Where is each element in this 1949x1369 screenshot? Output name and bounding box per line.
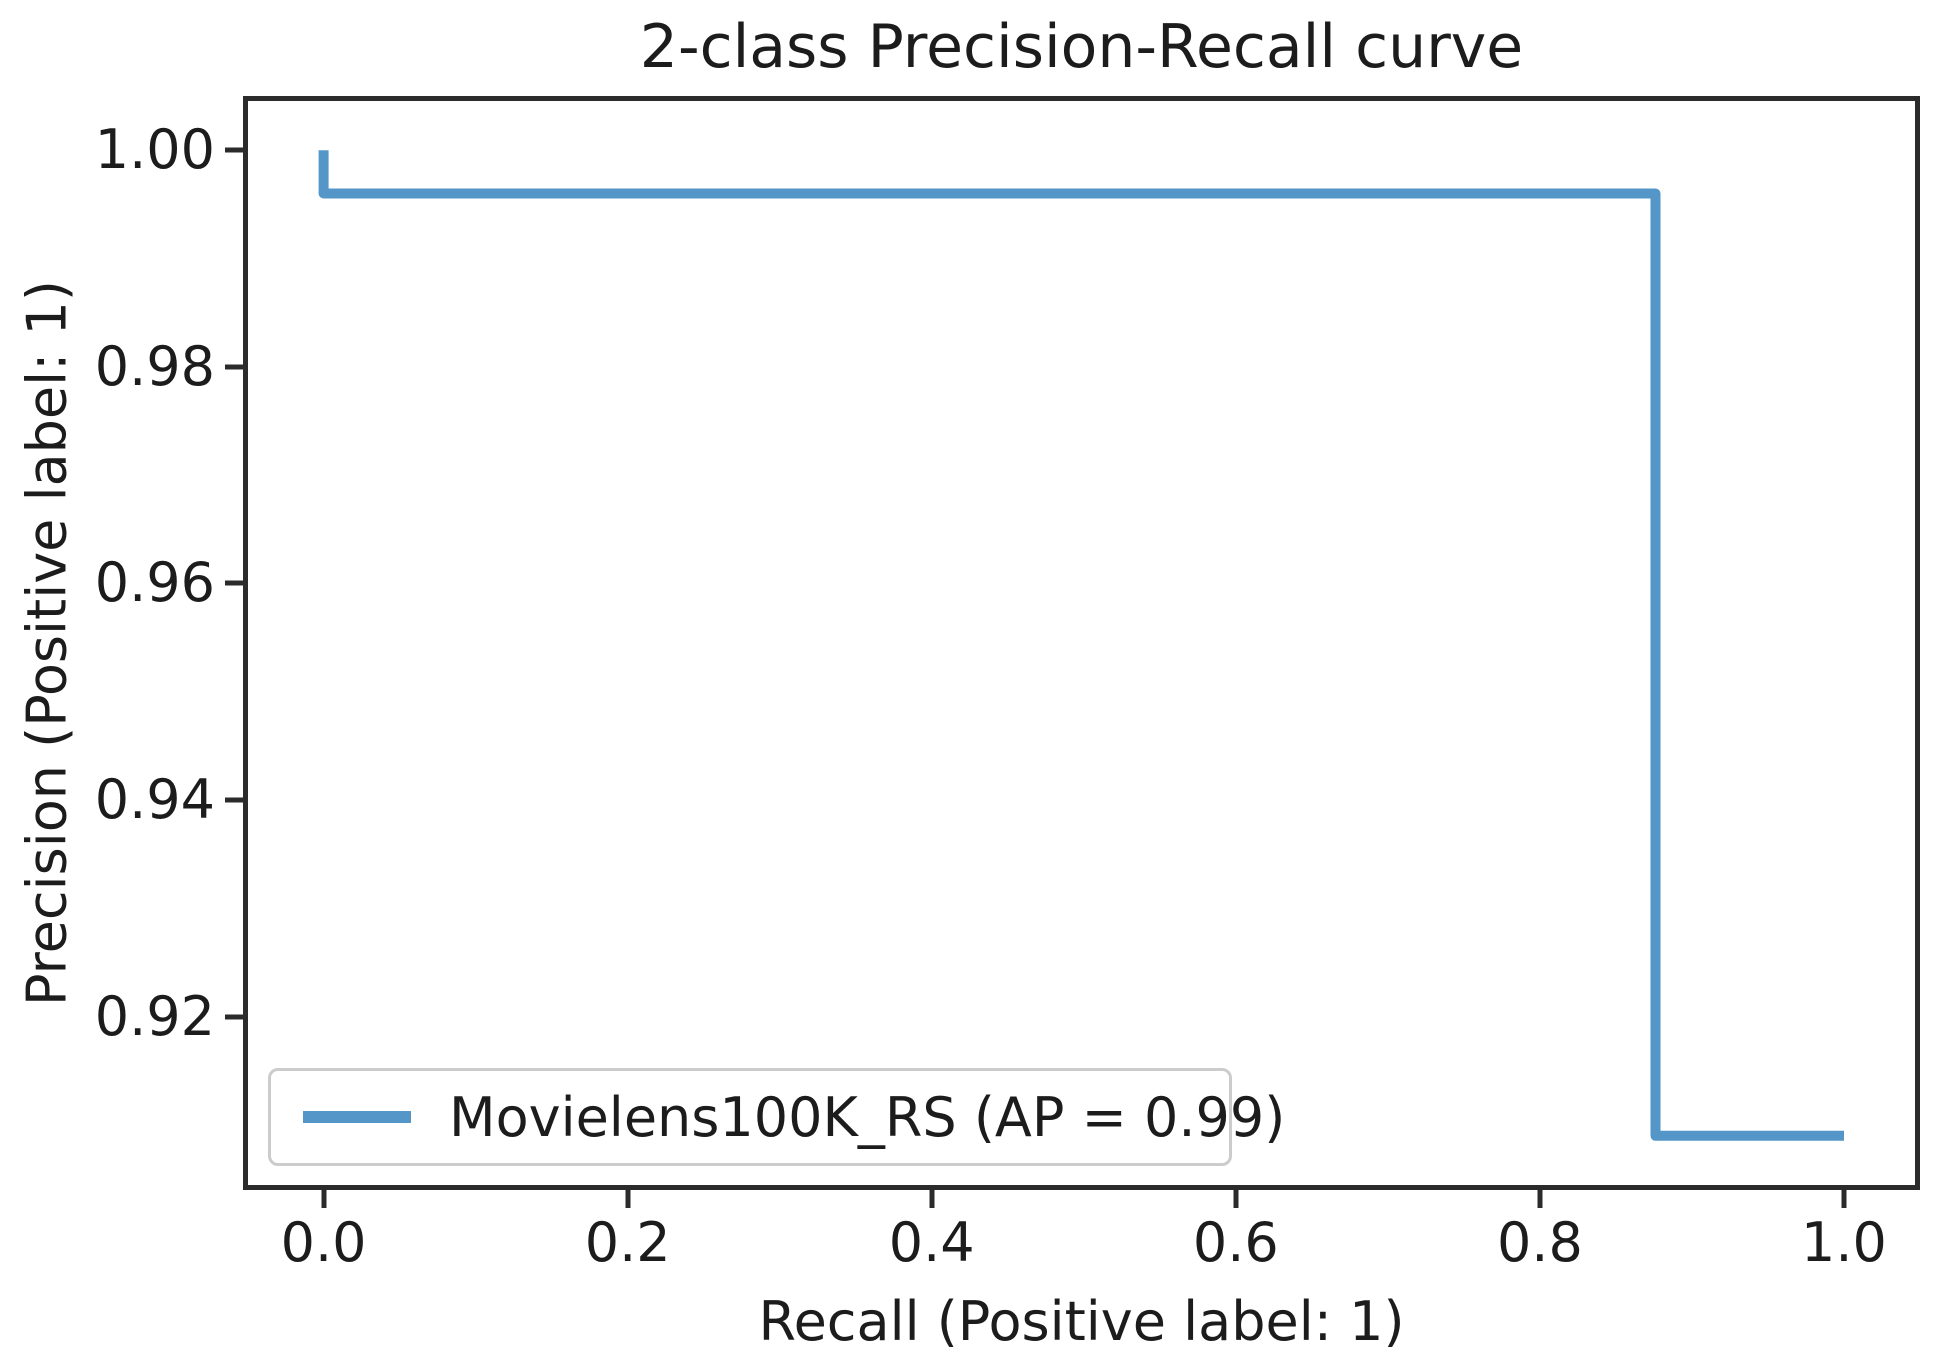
x-tick-mark — [929, 1190, 935, 1208]
y-tick-label: 0.96 — [94, 551, 215, 615]
y-tick-label: 0.98 — [94, 334, 215, 398]
legend-label: Movielens100K_RS (AP = 0.99) — [449, 1085, 1286, 1149]
legend: Movielens100K_RS (AP = 0.99) — [268, 1068, 1285, 1166]
plot-area — [243, 96, 1920, 1190]
legend-line-swatch — [303, 1111, 411, 1123]
y-tick-mark — [225, 580, 243, 586]
x-tick-label: 0.6 — [1192, 1211, 1279, 1274]
y-tick-mark — [225, 1014, 243, 1020]
x-tick-mark — [1841, 1190, 1847, 1208]
y-tick-mark — [225, 364, 243, 370]
chart-title: 2-class Precision-Recall curve — [639, 12, 1524, 82]
x-tick-label: 0.0 — [280, 1211, 367, 1274]
x-tick-label: 0.2 — [584, 1211, 671, 1274]
y-tick-label: 0.92 — [94, 984, 215, 1048]
x-tick-mark — [625, 1190, 631, 1208]
y-tick-mark — [225, 797, 243, 803]
x-axis-label: Recall (Positive label: 1) — [758, 1290, 1405, 1353]
x-tick-label: 0.8 — [1496, 1211, 1583, 1274]
x-tick-mark — [1537, 1190, 1543, 1208]
x-tick-label: 1.0 — [1801, 1211, 1887, 1274]
y-tick-label: 1.00 — [94, 118, 215, 182]
x-tick-label: 0.4 — [888, 1211, 975, 1274]
y-tick-label: 0.94 — [94, 768, 215, 832]
x-tick-mark — [321, 1190, 327, 1208]
y-axis-label: Precision (Positive label: 1) — [15, 280, 79, 1006]
y-tick-mark — [225, 147, 243, 153]
x-tick-mark — [1233, 1190, 1239, 1208]
